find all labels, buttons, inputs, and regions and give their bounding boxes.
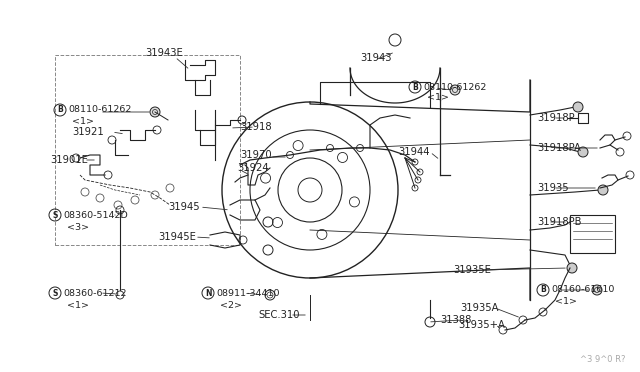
- Text: 31935E: 31935E: [453, 265, 491, 275]
- Text: <2>: <2>: [220, 301, 242, 310]
- Text: 31901E: 31901E: [50, 155, 88, 165]
- Circle shape: [567, 263, 577, 273]
- Text: 31935: 31935: [537, 183, 568, 193]
- Circle shape: [592, 285, 602, 295]
- Bar: [55, 55, 240, 245]
- Text: 31388: 31388: [440, 315, 472, 325]
- Text: <1>: <1>: [72, 118, 94, 126]
- Text: 31935+A: 31935+A: [458, 320, 505, 330]
- Text: 08160-61610: 08160-61610: [551, 285, 614, 295]
- Text: 31970: 31970: [240, 150, 271, 160]
- Text: <1>: <1>: [427, 93, 449, 103]
- Text: SEC.310: SEC.310: [258, 310, 300, 320]
- Text: <1>: <1>: [555, 298, 577, 307]
- Text: 08911-34410: 08911-34410: [216, 289, 280, 298]
- Text: 31945E: 31945E: [158, 232, 196, 242]
- Text: B: B: [540, 285, 546, 295]
- Text: B: B: [412, 83, 418, 92]
- Text: 31943: 31943: [360, 53, 392, 63]
- Circle shape: [150, 107, 160, 117]
- Text: 31918PA: 31918PA: [537, 143, 581, 153]
- Text: <3>: <3>: [67, 224, 89, 232]
- Text: 08110-61262: 08110-61262: [68, 106, 131, 115]
- Text: ^3 9^0 R?: ^3 9^0 R?: [580, 356, 625, 365]
- Text: 31921: 31921: [72, 127, 104, 137]
- Circle shape: [573, 102, 583, 112]
- Text: 31944: 31944: [398, 147, 429, 157]
- Text: 08360-5142D: 08360-5142D: [63, 211, 128, 219]
- Text: N: N: [205, 289, 211, 298]
- Circle shape: [450, 85, 460, 95]
- Text: 31918: 31918: [240, 122, 271, 132]
- Circle shape: [598, 185, 608, 195]
- Text: 31945: 31945: [168, 202, 200, 212]
- Text: 31935A: 31935A: [460, 303, 499, 313]
- Circle shape: [578, 147, 588, 157]
- Bar: [570, 215, 615, 253]
- Text: 31924: 31924: [237, 163, 269, 173]
- Text: S: S: [52, 211, 58, 219]
- Text: 31918PB: 31918PB: [537, 217, 582, 227]
- Text: B: B: [57, 106, 63, 115]
- Text: <1>: <1>: [67, 301, 89, 310]
- Text: 31943E: 31943E: [145, 48, 183, 58]
- Text: 08110-61262: 08110-61262: [423, 83, 486, 92]
- Text: 31918P: 31918P: [537, 113, 575, 123]
- Text: 08360-61212: 08360-61212: [63, 289, 127, 298]
- Text: S: S: [52, 289, 58, 298]
